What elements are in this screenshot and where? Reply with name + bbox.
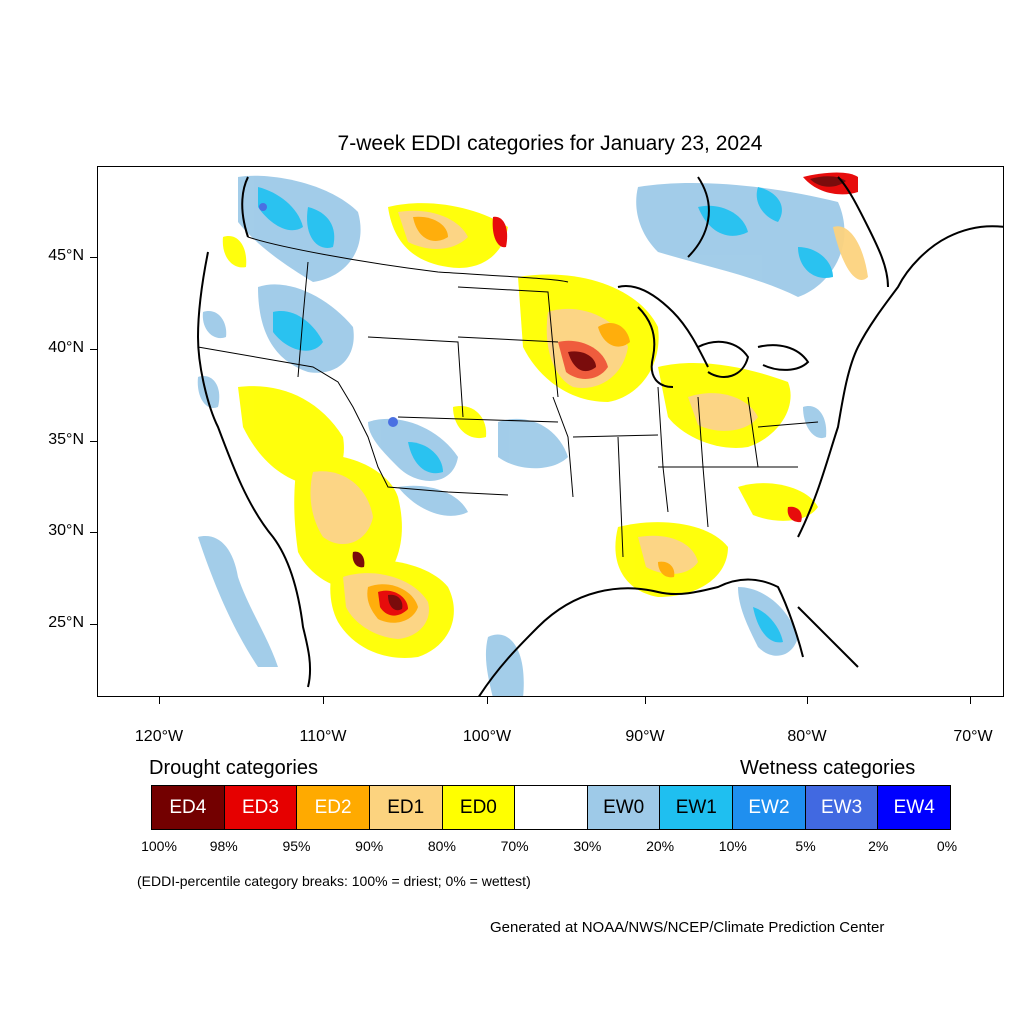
legend-cell-ew2: EW2 [733,786,806,829]
lat-label-45: 45°N [48,247,84,264]
lon-label-80: 80°W [787,728,827,745]
legend-cell-ed4: ED4 [152,786,225,829]
map-canvas [196,172,1003,696]
lat-label-25: 25°N [48,614,84,631]
lat-label-30: 30°N [48,522,84,539]
legend-break-label: 10% [718,838,747,854]
legend-break-label: 20% [646,838,675,854]
lon-label-90: 90°W [625,728,665,745]
legend-cell-ew1: EW1 [660,786,734,829]
state-boundaries [197,236,819,558]
lon-tick [159,697,160,704]
lat-label-35: 35°N [48,431,84,448]
legend-cell-ew0: EW0 [587,786,661,829]
legend-break-label: 30% [573,838,602,854]
map-title: 7-week EDDI categories for January 23, 2… [337,132,763,155]
credit-text: Generated at NOAA/NWS/NCEP/Climate Predi… [490,919,885,936]
legend-break-label: 0% [936,838,958,854]
legend-break-label: 100% [141,838,177,854]
lon-tick [487,697,488,704]
legend-cell-ed0: ED0 [442,786,516,829]
legend-cell-ed3: ED3 [224,786,298,829]
wetness-heading: Wetness categories [740,757,916,779]
lat-label-40: 40°N [48,339,84,356]
legend-cell-ew3: EW3 [805,786,879,829]
legend-cell-ed1: ED1 [369,786,443,829]
eddi-map [97,166,1004,697]
legend-break-label: 95% [282,838,311,854]
lat-tick [90,349,97,350]
lon-tick [807,697,808,704]
lon-label-120: 120°W [134,728,184,745]
legend-cell-ew4: EW4 [878,786,951,829]
legend-break-label: 70% [500,838,529,854]
legend-cell-ed2: ED2 [297,786,370,829]
lon-label-110: 110°W [299,728,347,745]
lon-tick [323,697,324,704]
legend-break-label: 2% [868,838,889,854]
legend-color-bar: ED4 ED3 ED2 ED1 ED0 EW0 EW1 EW2 EW3 EW4 [151,785,951,830]
lat-tick [90,257,97,258]
legend-cell-normal [515,786,588,829]
drought-areas [222,172,868,658]
lat-tick [90,532,97,533]
lon-label-70: 70°W [953,728,993,745]
lon-tick [645,697,646,704]
legend-break-label: 5% [795,838,816,854]
legend-break-label: 80% [427,838,456,854]
drought-heading: Drought categories [149,757,318,779]
legend-break-label: 98% [209,838,238,854]
legend-break-label: 90% [355,838,384,854]
coastline [196,176,1003,696]
lon-label-100: 100°W [462,728,512,745]
lon-tick [970,697,971,704]
lat-tick [90,624,97,625]
breaks-note: (EDDI-percentile category breaks: 100% =… [137,873,531,889]
lat-tick [90,441,97,442]
